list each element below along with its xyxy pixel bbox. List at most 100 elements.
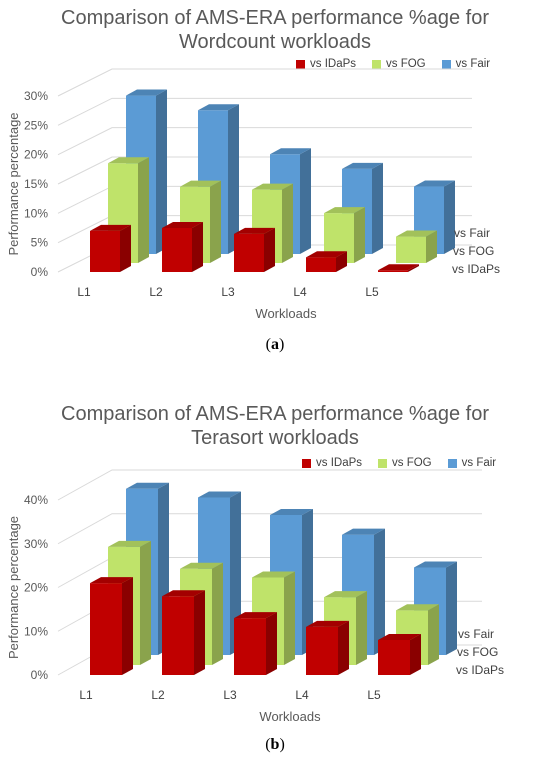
bar-top [108,540,151,547]
legend-item-idaps: vs IDaPs [296,58,356,70]
bar-side [284,571,295,665]
legend-swatch-idaps [296,59,305,69]
bar-front [378,270,408,272]
chart-title-line-2: Terasort workloads [191,427,359,449]
x-axis-title: Workloads [259,709,321,724]
bar-side [266,612,277,675]
bar-front [162,596,194,675]
bar-top [270,508,313,515]
gridline [57,97,472,126]
bar [306,251,347,272]
bar-side [230,491,241,655]
bar-front [234,618,266,675]
legend-item-idaps: vs IDaPs [302,457,362,469]
y-tick-label: 0% [31,265,49,279]
bar-side [428,604,439,665]
bar-top [378,633,421,640]
bar-top [414,561,457,568]
bar-side [264,227,275,272]
y-tick-label: 20% [24,148,48,162]
gridline [57,513,482,545]
chart-legend: vs IDaPs vs FOG vs Fair [302,457,496,469]
depth-axis-label: vs IDaPs [452,262,500,276]
legend-swatch-idaps [302,458,311,468]
y-tick-label: 5% [31,236,49,250]
bar-side [228,104,239,254]
legend-item-fog: vs FOG [372,58,426,70]
legend-label-fog: vs FOG [392,457,432,469]
chart-title: Comparison of AMS-ERA performance %age f… [0,6,550,54]
bar-top [324,591,367,598]
x-tick-label: L3 [221,285,235,299]
bar-top [234,227,275,234]
x-tick-label: L2 [151,688,165,702]
y-tick-label: 10% [24,624,48,638]
y-tick-label: 10% [24,206,48,220]
chart-plot-area: 0% 5% 10% 15% 20% 25% 30% L1 L2 L3 L4 L5 vs IDaPs vs … [6,68,500,321]
bar-side [302,508,313,655]
figure-caption: (b) [265,736,285,753]
legend-swatch-fog [378,458,388,468]
y-axis-title: Performance percentage [6,516,21,659]
bar [234,227,275,272]
bar-top [126,482,169,489]
legend-item-fair: vs Fair [441,58,491,70]
chart-title-line-2: Wordcount workloads [179,31,371,53]
y-tick-label: 15% [24,177,48,191]
depth-axis-label: vs FOG [453,244,494,258]
chart-panel-b: Comparison of AMS-ERA performance %age f… [0,392,550,763]
gridline [57,127,472,156]
bar-front [90,230,120,272]
bar-side [336,251,347,272]
bar-top [180,562,223,569]
y-tick-label: 20% [24,581,48,595]
bar [90,577,133,675]
bar [162,590,205,675]
bar-front [162,228,192,272]
bar-top [306,251,347,258]
bar-side [300,148,311,254]
x-axis-title: Workloads [255,306,317,321]
bar-side [426,230,437,263]
chart-panel-a: Comparison of AMS-ERA performance %age f… [0,0,550,370]
bar-top [396,230,437,237]
chart-title-line-1: Comparison of AMS-ERA performance %age f… [61,7,489,29]
x-tick-label: L4 [295,688,309,702]
legend-swatch-fair [441,59,451,69]
bar [396,230,437,263]
bar-top [342,162,383,169]
bar-side [138,157,149,263]
depth-axis-label: vs FOG [457,645,498,659]
bar-front [306,626,338,675]
bar-side [192,221,203,272]
bar-side [372,162,383,254]
bar-top [306,620,349,627]
bar-side [212,562,223,665]
legend-label-fair: vs Fair [455,58,491,70]
bar-side [120,224,131,272]
bar-side [282,183,293,263]
bar [162,221,203,272]
legend-label-fog: vs FOG [386,58,426,70]
depth-axis-label: vs Fair [454,226,490,240]
caption-letter: a [271,336,279,353]
legend-label-fair: vs Fair [461,457,497,469]
bar-front [90,583,122,675]
bar-top [252,571,295,578]
legend-swatch-fog [372,59,382,69]
bar-top [108,157,149,164]
bar-top [378,264,419,271]
y-tick-label: 25% [24,118,48,132]
bar-top [180,180,221,187]
x-tick-label: L2 [149,285,163,299]
x-tick-label: L5 [367,688,381,702]
bar-side [410,633,421,675]
bar-top [126,89,167,96]
bar [90,224,131,272]
bar-top [252,183,293,190]
y-tick-label: 30% [24,537,48,551]
x-tick-label: L4 [293,285,307,299]
bar-side [354,207,365,263]
bar [234,612,277,675]
bar-top [162,590,205,597]
